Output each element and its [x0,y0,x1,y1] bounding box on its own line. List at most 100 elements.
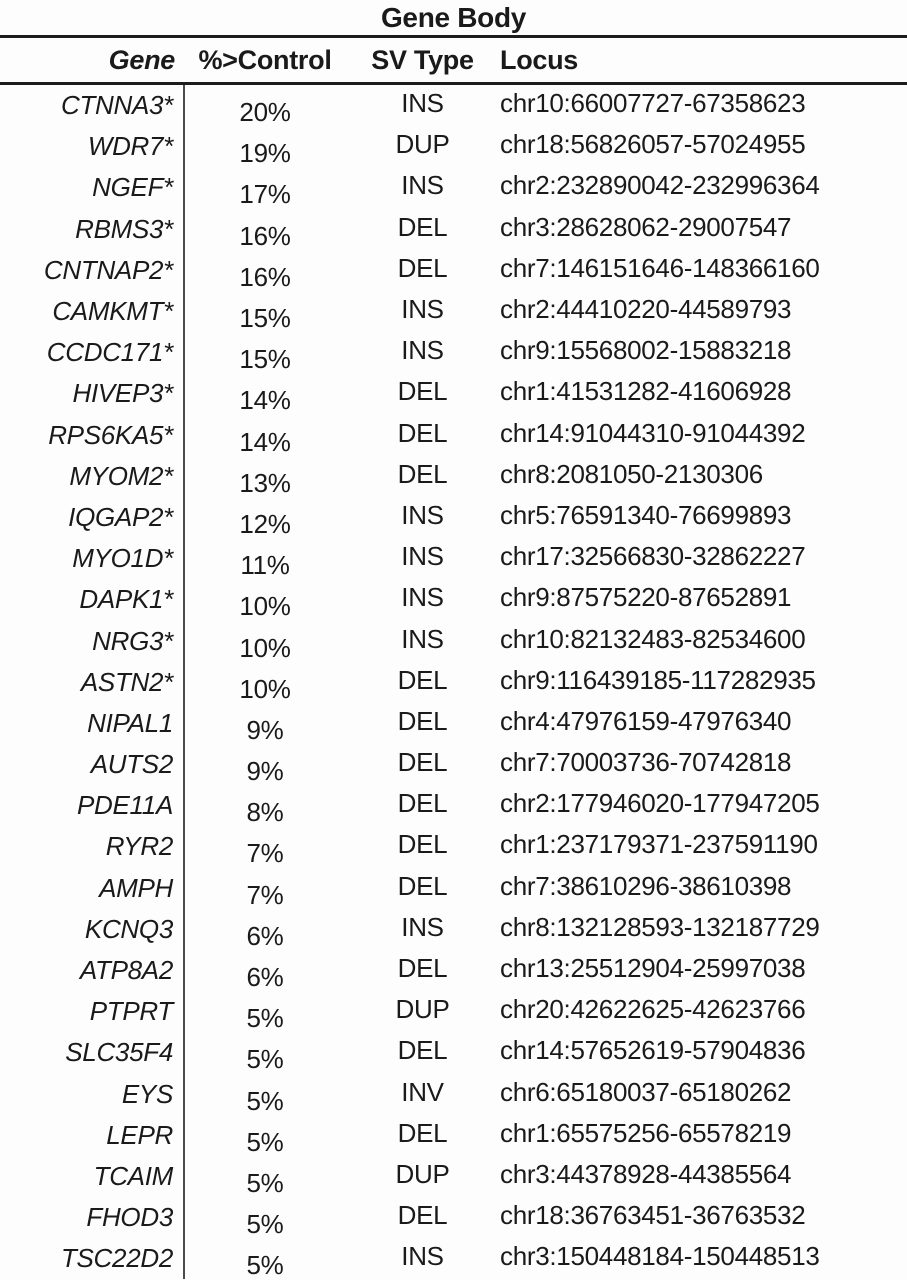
table-row: ATP8A2 6% DEL chr13:25512904-25997038 [0,949,907,993]
sv-type-cell: DEL [397,870,448,901]
gene-cell: ATP8A2 [0,949,185,992]
percent-cell: 10% [239,591,291,622]
locus-cell: chr13:25512904-25997038 [500,953,806,984]
gene-cell: RBMS3* [0,208,185,250]
locus-cell: chr3:150448184-150448513 [500,1241,820,1272]
locus-cell: chr9:15568002-15883218 [500,335,792,366]
gene-cell: TSC22D2 [0,1238,185,1280]
sv-type-cell: DEL [397,747,448,778]
table-row: CTNNA3* 20% INS chr10:66007727-67358623 [0,85,907,128]
sv-type-cell: INS [401,170,444,201]
percent-cell: 15% [239,303,291,334]
locus-cell: chr2:232890042-232996364 [500,170,820,201]
sv-type-cell: DEL [397,705,448,736]
sv-type-cell: DEL [397,829,448,860]
table-title: Gene Body [0,0,907,38]
percent-cell: 9% [246,714,284,745]
locus-cell: chr1:65575256-65578219 [500,1117,792,1148]
percent-cell: 10% [239,632,291,663]
gene-cell: WDR7* [0,126,185,168]
gene-cell: MYOM2* [0,455,185,497]
gene-cell: CAMKMT* [0,290,185,333]
sv-type-cell: INS [401,582,444,613]
locus-cell: chr10:82132483-82534600 [500,623,806,654]
locus-cell: chr1:237179371-237591190 [500,829,818,860]
table-row: DAPK1* 10% INS chr9:87575220-87652891 [0,579,907,622]
sv-type-cell: INS [401,623,444,654]
percent-cell: 15% [239,344,291,375]
gene-cell: HIVEP3* [0,373,185,415]
sv-type-cell: DEL [397,458,448,489]
gene-cell: AMPH [0,867,185,909]
gene-cell: AUTS2 [0,744,185,786]
percent-cell: 19% [239,138,291,169]
sv-type-cell: INS [401,1241,444,1272]
table-header-row: Gene %>Control SV Type Locus [0,38,907,85]
table-row: ASTN2* 10% DEL chr9:116439185-117282935 [0,661,907,704]
table-row: WDR7* 19% DUP chr18:56826057-57024955 [0,126,907,169]
locus-cell: chr1:41531282-41606928 [500,376,792,407]
sv-type-cell: DEL [397,417,448,448]
gene-cell: CTNNA3* [0,85,185,127]
table-row: NGEF* 17% INS chr2:232890042-232996364 [0,167,907,210]
gene-cell: MYO1D* [0,538,185,580]
sv-type-cell: INS [401,541,444,572]
table-row: RPS6KA5* 14% DEL chr14:91044310-91044392 [0,414,907,457]
percent-cell: 5% [246,1209,284,1240]
locus-cell: chr20:42622625-42623766 [500,994,806,1025]
gene-cell: RYR2 [0,826,185,868]
gene-cell: KCNQ3 [0,908,185,950]
percent-cell: 6% [246,962,284,993]
table-row: SLC35F4 5% DEL chr14:57652619-57904836 [0,1032,907,1074]
gene-cell: NGEF* [0,167,185,209]
locus-cell: chr9:87575220-87652891 [500,582,792,613]
locus-cell: chr18:56826057-57024955 [500,129,806,160]
gene-cell: FHOD3 [0,1197,185,1239]
table-row: IQGAP2* 12% INS chr5:76591340-76699893 [0,496,907,539]
locus-cell: chr4:47976159-47976340 [500,705,792,736]
table-row: LEPR 5% DEL chr1:65575256-65578219 [0,1114,907,1157]
sv-type-cell: DEL [397,1200,448,1231]
gene-cell: CCDC171* [0,332,185,374]
sv-type-cell: DEL [397,252,448,283]
gene-cell: IQGAP2* [0,496,185,539]
table-row: TSC22D2 5% INS chr3:150448184-150448513 [0,1238,907,1280]
percent-cell: 10% [239,673,291,704]
percent-cell: 5% [246,1085,284,1116]
sv-type-cell: INS [401,911,444,942]
table-row: RBMS3* 16% DEL chr3:28628062-29007547 [0,208,907,251]
percent-cell: 5% [246,1003,284,1034]
percent-cell: 7% [246,838,284,869]
locus-cell: chr8:2081050-2130306 [500,458,763,489]
sv-type-cell: INS [401,294,444,325]
percent-cell: 14% [239,426,291,457]
percent-cell: 6% [246,920,284,951]
gene-cell: NRG3* [0,620,185,662]
percent-cell: 20% [239,97,291,128]
gene-cell: NIPAL1 [0,702,185,744]
percent-cell: 5% [246,1126,284,1157]
percent-cell: 7% [246,879,284,910]
gene-cell: DAPK1* [0,579,185,621]
percent-cell: 17% [239,179,291,210]
gene-cell: RPS6KA5* [0,414,185,456]
table-row: PDE11A 8% DEL chr2:177946020-177947205 [0,785,907,828]
gene-cell: TCAIM [0,1155,185,1198]
table-row: HIVEP3* 14% DEL chr1:41531282-41606928 [0,373,907,416]
gene-cell: SLC35F4 [0,1032,185,1074]
percent-cell: 8% [246,797,284,828]
locus-cell: chr9:116439185-117282935 [500,664,816,695]
column-header-locus: Locus [500,44,579,75]
sv-type-cell: DEL [397,664,448,695]
table-row: MYOM2* 13% DEL chr8:2081050-2130306 [0,455,907,498]
gene-cell: EYS [0,1073,185,1115]
locus-cell: chr2:44410220-44589793 [500,294,792,325]
table-row: MYO1D* 11% INS chr17:32566830-32862227 [0,538,907,580]
table-row: NRG3* 10% INS chr10:82132483-82534600 [0,620,907,663]
percent-cell: 14% [239,385,291,416]
gene-cell: PDE11A [0,785,185,827]
sv-type-cell: INS [401,335,444,366]
locus-cell: chr14:91044310-91044392 [500,417,806,448]
percent-cell: 5% [246,1250,284,1280]
